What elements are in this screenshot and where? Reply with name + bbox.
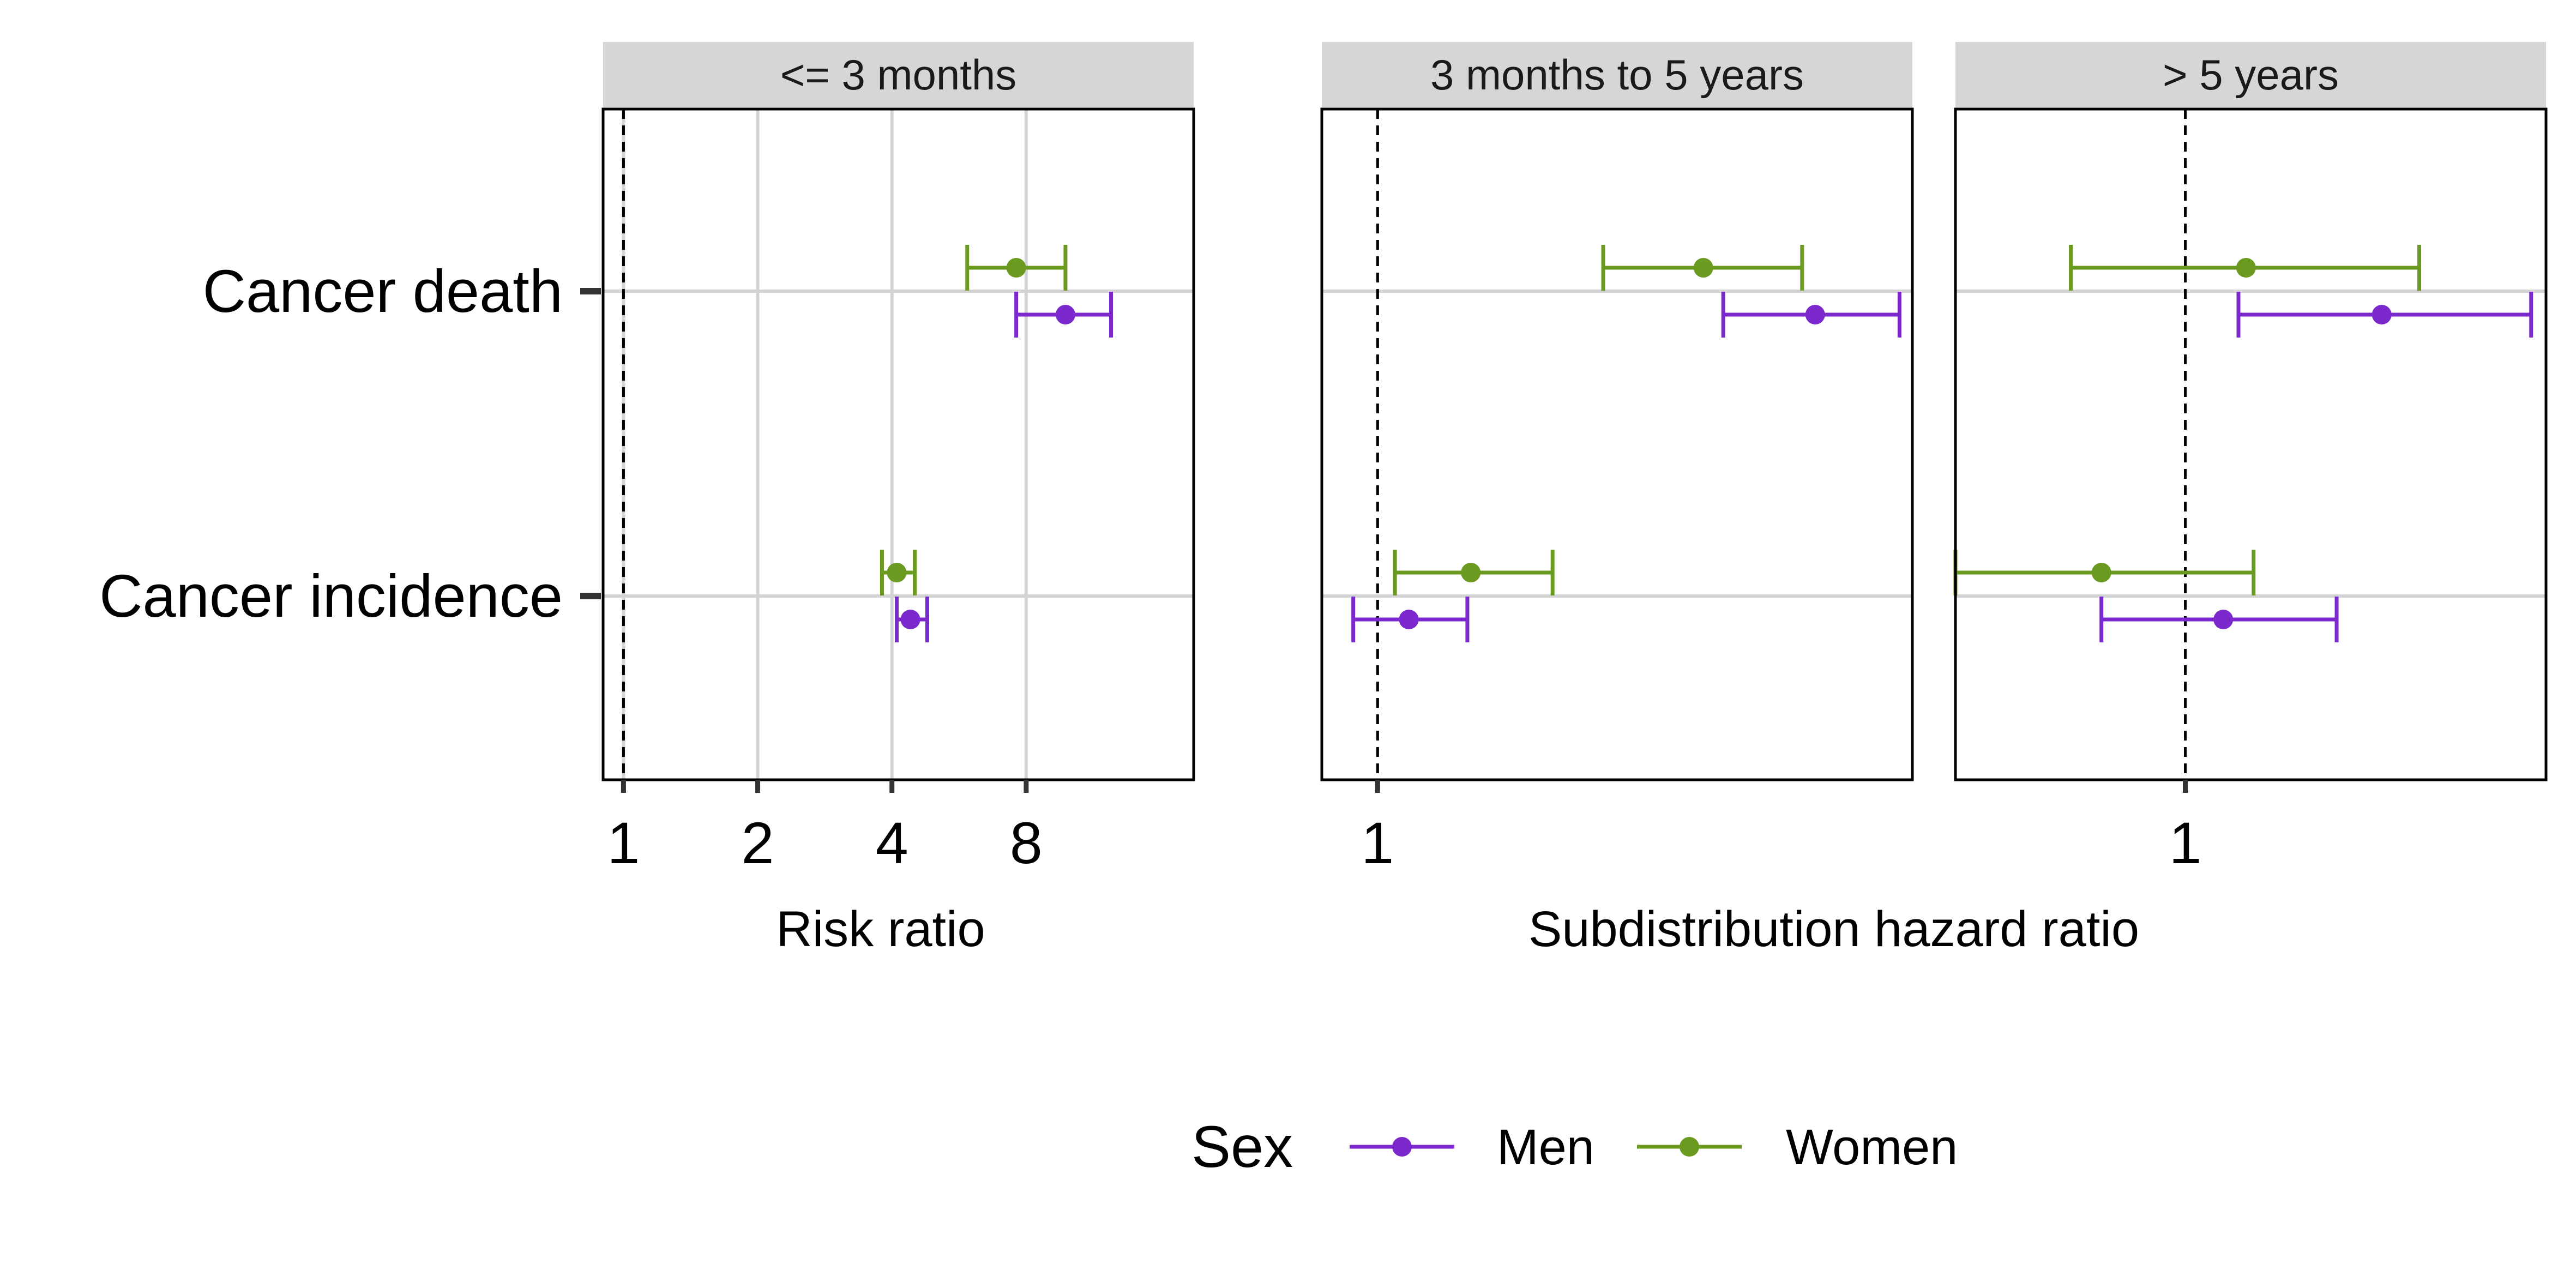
panel-border [601,107,1195,781]
point-women-cancer-incidence [1461,563,1481,582]
y-axis: Cancer death Cancer incidence [99,258,601,630]
panel-border [1954,107,2548,781]
legend: Sex Men Women [1191,1114,1958,1179]
panel-strip-label: 3 months to 5 years [1430,51,1804,99]
x-tick-label-8: 8 [1010,810,1043,876]
panel-2: 3 months to 5 years 1 [1320,42,1914,876]
panel-1: <= 3 months 1 2 4 8 [601,42,1195,876]
point-men-cancer-death [1055,305,1075,324]
legend-key-women-dot [1680,1137,1699,1157]
panel-strip-bg [1322,42,1912,107]
panel-border [1320,107,1914,781]
legend-title: Sex [1191,1114,1293,1179]
point-women-cancer-incidence [2091,563,2111,582]
point-men-cancer-incidence [1399,610,1419,629]
legend-key-men-dot [1392,1137,1412,1157]
x-tick-label-4: 4 [876,810,908,876]
point-women-cancer-death [1693,258,1713,278]
x-axis-title-risk-ratio: Risk ratio [776,901,985,957]
panel-3: > 5 years 1 [1953,42,2548,876]
panel-strip-bg [603,42,1194,107]
y-tick-label-cancer-death: Cancer death [203,258,563,325]
panel-strip-label: > 5 years [2163,51,2339,99]
panel-strip-label: <= 3 months [780,51,1017,99]
x-tick-label-1: 1 [2169,810,2201,876]
x-tick-label-1: 1 [607,810,640,876]
point-women-cancer-death [1006,258,1026,278]
y-tick-label-cancer-incidence: Cancer incidence [99,563,563,630]
panel-strip-bg [1955,42,2546,107]
point-men-cancer-incidence [2213,610,2234,629]
point-women-cancer-death [2236,258,2256,278]
point-men-cancer-death [1805,305,1825,324]
x-tick-label-1: 1 [1361,810,1394,876]
point-men-cancer-incidence [900,610,920,629]
legend-label-women: Women [1786,1120,1958,1175]
x-axis-title-subdistribution-hazard-ratio: Subdistribution hazard ratio [1528,901,2139,957]
x-axis-titles: Risk ratio Subdistribution hazard ratio [776,901,2139,957]
point-women-cancer-incidence [887,563,907,582]
legend-label-men: Men [1497,1120,1594,1175]
point-men-cancer-death [2372,305,2392,324]
x-tick-label-2: 2 [742,810,774,876]
